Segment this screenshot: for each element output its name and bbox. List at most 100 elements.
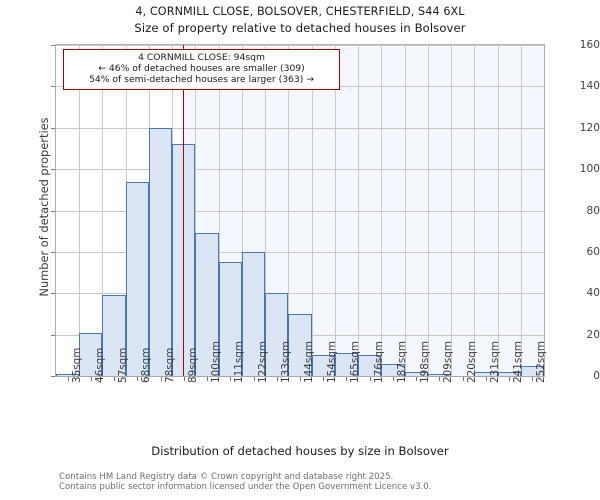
gridline-horizontal <box>56 210 544 212</box>
x-axis-tick-label: 165sqm <box>349 341 362 383</box>
gridline-vertical <box>404 45 406 376</box>
page-title: 4, CORNMILL CLOSE, BOLSOVER, CHESTERFIEL… <box>135 5 465 18</box>
x-axis-tick-mark <box>183 377 185 381</box>
x-axis-tick-mark <box>509 377 511 381</box>
histogram-bar <box>520 365 544 376</box>
y-axis-tick-label: 20 <box>586 328 600 341</box>
y-axis-tick-mark <box>51 251 55 253</box>
y-axis-tick-label: 0 <box>593 370 600 382</box>
histogram-bar <box>334 353 359 376</box>
y-axis-tick-mark <box>51 169 55 171</box>
y-axis-tick-label: 80 <box>586 204 600 217</box>
gridline-vertical <box>79 45 81 376</box>
x-axis-tick-mark <box>160 377 162 381</box>
x-axis-tick-label: 252sqm <box>535 341 548 383</box>
x-axis-tick-mark <box>439 377 441 381</box>
x-axis-tick-label: 122sqm <box>256 341 269 383</box>
plot-area <box>55 44 545 377</box>
x-axis-tick-mark <box>230 377 232 381</box>
x-axis-tick-label: 198sqm <box>419 341 432 383</box>
gridline-horizontal <box>56 127 544 129</box>
gridline-vertical <box>334 45 336 376</box>
x-axis-tick-label: 133sqm <box>279 341 292 383</box>
gridline-vertical <box>265 45 267 376</box>
gridline-horizontal <box>56 293 544 295</box>
histogram-bar <box>288 313 312 376</box>
histogram-bar <box>56 373 80 376</box>
x-axis-tick-label: 68sqm <box>140 347 153 383</box>
gridline-vertical <box>427 45 429 376</box>
footer-attribution: Contains HM Land Registry data © Crown c… <box>59 472 599 493</box>
gridline-vertical <box>241 45 243 376</box>
histogram-bar <box>474 371 498 376</box>
x-axis-tick-label: 57sqm <box>117 347 130 383</box>
chart-title-block: 4, CORNMILL CLOSE, BOLSOVER, CHESTERFIEL… <box>0 4 600 36</box>
histogram-bar <box>404 371 428 376</box>
y-axis-tick-label: 60 <box>586 245 600 258</box>
x-axis-tick-mark <box>416 377 418 381</box>
histogram-bar <box>427 373 452 376</box>
x-axis-tick-label: 111sqm <box>233 341 246 383</box>
x-axis-tick-label: 89sqm <box>186 347 199 383</box>
gridline-vertical <box>218 45 220 376</box>
x-axis-tick-mark <box>207 377 209 381</box>
gridline-vertical <box>381 45 383 376</box>
gridline-vertical <box>288 45 290 376</box>
annotation-line-smaller: ← 46% of detached houses are smaller (30… <box>98 63 305 75</box>
chart-subtitle: Size of property relative to detached ho… <box>134 21 466 35</box>
x-axis-tick-label: 241sqm <box>512 341 525 383</box>
y-axis-tick-mark <box>51 45 55 46</box>
gridline-vertical <box>474 45 476 376</box>
gridline-horizontal <box>56 251 544 253</box>
histogram-bar <box>148 127 173 376</box>
histogram-bar <box>218 262 242 376</box>
y-axis-tick-label: 160 <box>579 39 600 51</box>
x-axis-tick-label: 46sqm <box>93 347 106 383</box>
x-axis-tick-mark <box>276 377 278 381</box>
x-axis-tick-mark <box>369 377 371 381</box>
x-axis-tick-mark <box>67 377 69 381</box>
histogram-bar <box>358 355 382 376</box>
x-axis-tick-label: 209sqm <box>442 341 455 383</box>
histogram-bar <box>125 181 149 376</box>
gridline-vertical <box>102 45 104 376</box>
y-axis-tick-mark <box>51 127 55 129</box>
x-axis-tick-label: 187sqm <box>395 341 408 383</box>
y-axis-tick-label: 140 <box>579 80 600 93</box>
y-axis-tick-mark <box>51 334 55 336</box>
footer-line-2: Contains public sector information licen… <box>59 481 432 492</box>
x-axis-tick-label: 154sqm <box>326 341 339 383</box>
y-axis-tick-mark <box>51 86 55 88</box>
gridline-vertical <box>358 45 360 376</box>
y-axis-tick-label: 100 <box>579 163 600 176</box>
gridline-vertical <box>497 45 499 376</box>
gridline-vertical <box>195 45 197 376</box>
x-axis-tick-label: 100sqm <box>210 341 223 383</box>
x-axis-tick-mark <box>392 377 394 381</box>
y-axis-title: Number of detached properties <box>37 117 51 297</box>
x-axis-tick-label: 231sqm <box>488 341 501 383</box>
x-axis-tick-mark <box>253 377 255 381</box>
x-axis-tick-mark <box>532 377 534 381</box>
gridline-vertical <box>451 45 453 376</box>
footer-line-1: Contains HM Land Registry data © Crown c… <box>59 472 394 482</box>
x-axis-title: Distribution of detached houses by size … <box>151 444 449 458</box>
x-axis-tick-label: 35sqm <box>70 347 83 383</box>
x-axis-tick-mark <box>346 377 348 381</box>
y-axis-tick-mark <box>51 210 55 212</box>
histogram-bar <box>195 233 219 376</box>
histogram-bar <box>381 363 405 376</box>
y-axis-tick-mark <box>51 376 55 377</box>
annotation-line-larger: 54% of semi-detached houses are larger (… <box>89 74 314 86</box>
gridline-vertical <box>520 45 522 376</box>
x-axis-tick-mark <box>300 377 301 381</box>
y-axis-tick-label: 120 <box>579 121 600 134</box>
x-axis-tick-label: 176sqm <box>372 341 385 383</box>
x-axis-tick-mark <box>90 377 92 381</box>
gridline-vertical <box>311 45 313 376</box>
x-axis-tick-mark <box>137 377 139 381</box>
x-axis-tick-mark <box>323 377 325 381</box>
histogram-bar <box>265 293 289 376</box>
property-annotation-box: 4 CORNMILL CLOSE: 94sqm ← 46% of detache… <box>63 49 340 90</box>
x-axis-tick-label: 144sqm <box>303 341 315 383</box>
